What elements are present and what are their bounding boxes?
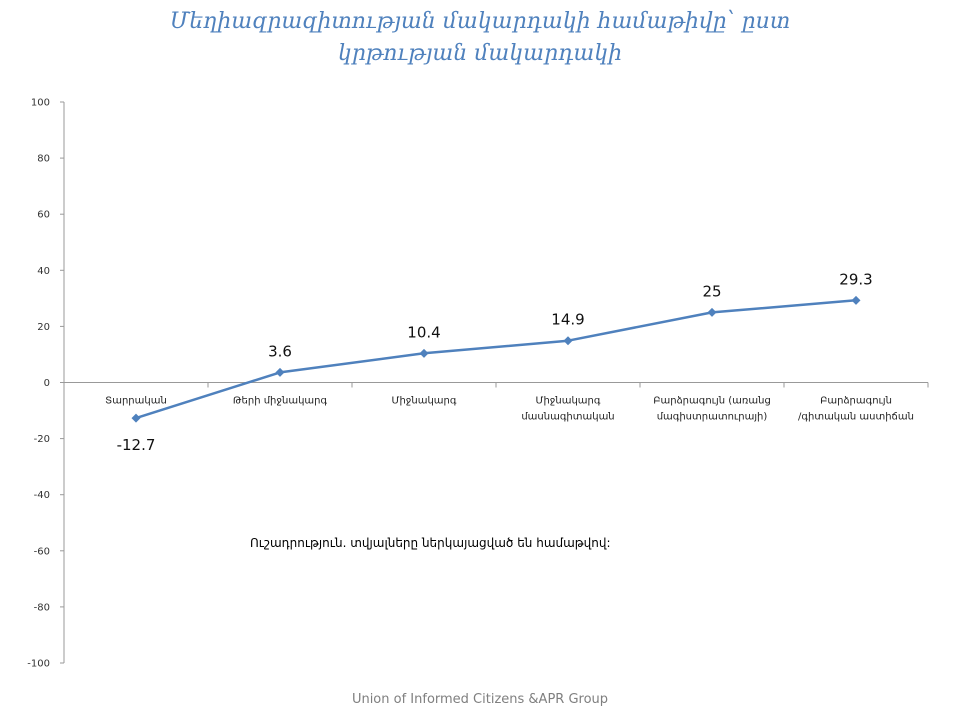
series-line [135, 299, 857, 420]
data-point [707, 307, 717, 317]
data-point [131, 413, 141, 423]
data-point [851, 295, 861, 305]
data-point [419, 348, 429, 358]
category-label: մասնագիտական [521, 412, 614, 423]
y-tick-label: 80 [37, 154, 50, 165]
category-label: մագիստրատուրայի) [657, 412, 768, 423]
data-label: 10.4 [407, 323, 440, 341]
y-tick-label: 20 [37, 322, 50, 333]
data-label: 3.6 [268, 342, 292, 360]
y-tick-label: -80 [34, 602, 50, 613]
chart-title-line-1: Մեղիազրազիտության մակարդակի համաթիվը՝ ըս… [169, 9, 791, 34]
data-point [275, 367, 285, 377]
data-label: 25 [702, 282, 721, 300]
source-footer: Union of Informed Citizens &APR Group [351, 692, 609, 707]
data-label: -12.7 [117, 436, 156, 454]
chart-note: Ուշադրություն. տվյալները ներկայացված են … [250, 536, 611, 550]
y-tick-label: -100 [27, 659, 50, 670]
category-label: /գիտական աստիճան [798, 412, 914, 423]
chart-title: Մեղիազրազիտության մակարդակի համաթիվը՝ ըս… [80, 6, 880, 70]
y-tick-label: 40 [37, 266, 50, 277]
y-tick-label: -40 [34, 490, 50, 501]
y-tick-label: -20 [34, 434, 50, 445]
category-label: Միջնակարգ [392, 396, 457, 407]
category-label: Բարձրագույն [820, 396, 892, 407]
category-label: Միջնակարգ [536, 396, 601, 407]
data-label: 14.9 [551, 311, 584, 329]
category-label: Տարրական [105, 396, 167, 407]
y-tick-label: 60 [37, 210, 50, 221]
y-tick-label: -60 [34, 546, 50, 557]
chart-title-line-2: կրթության մակարդակի [337, 41, 623, 66]
y-tick-label: 0 [44, 378, 50, 389]
y-tick-label: 100 [31, 98, 50, 109]
category-label: Բարձրագույն (առանց [653, 396, 771, 407]
category-label: Թերի միջնակարգ [233, 396, 328, 407]
data-label: 29.3 [839, 270, 872, 288]
data-point [563, 336, 573, 346]
